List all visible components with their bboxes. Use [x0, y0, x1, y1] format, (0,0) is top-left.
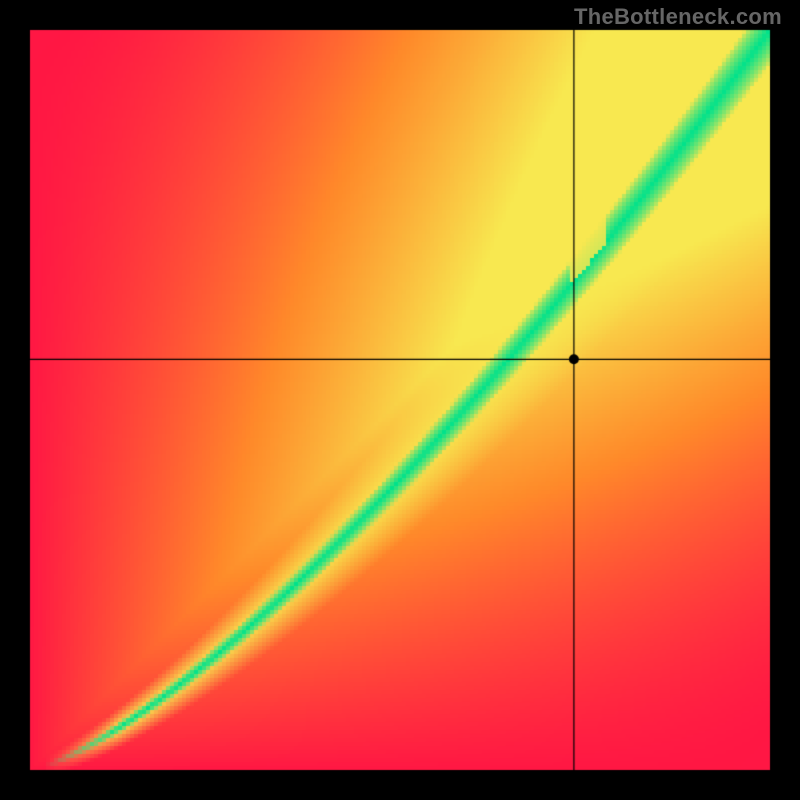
- chart-container: TheBottleneck.com: [0, 0, 800, 800]
- bottleneck-heatmap: [0, 0, 800, 800]
- watermark-text: TheBottleneck.com: [574, 4, 782, 30]
